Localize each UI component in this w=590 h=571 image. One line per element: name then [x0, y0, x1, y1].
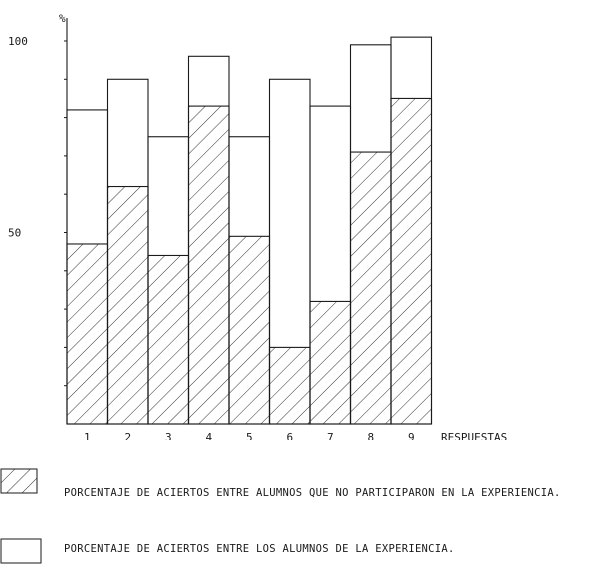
bar-hatched-5	[228, 235, 271, 425]
blank-swatch	[0, 538, 42, 564]
legend-item-blank: PORCENTAJE DE ACIERTOS ENTRE LOS ALUMNOS…	[0, 538, 590, 568]
x-tick-labels: 1 2 3 4 5 6 7 8 9	[84, 431, 415, 440]
y-ticks: 50 100	[8, 35, 67, 387]
x-tick-label-2: 2	[124, 431, 131, 440]
legend-label-blank: PORCENTAJE DE ACIERTOS ENTRE LOS ALUMNOS…	[64, 543, 455, 555]
y-unit-label: %	[59, 12, 66, 25]
x-tick-label-1: 1	[84, 431, 91, 440]
x-tick-label-9: 9	[408, 431, 415, 440]
bar-hatched-6	[268, 346, 311, 425]
legend-item-hatched: PORCENTAJE DE ACIERTOS ENTRE ALUMNOS QUE…	[0, 462, 590, 522]
bar-hatched-7	[309, 300, 352, 425]
x-axis-title: RESPUESTAS	[441, 431, 507, 440]
bar-hatched-8	[349, 151, 392, 425]
hatched-swatch	[0, 468, 38, 494]
bar-hatched-3	[147, 254, 190, 425]
bar-hatched-1	[66, 243, 109, 425]
y-tick-label-100: 100	[8, 35, 28, 48]
x-tick-label-4: 4	[205, 431, 212, 440]
y-tick-label-50: 50	[8, 226, 21, 239]
x-tick-label-6: 6	[286, 431, 293, 440]
x-tick-label-3: 3	[165, 431, 172, 440]
x-tick-label-5: 5	[246, 431, 253, 440]
x-tick-label-7: 7	[327, 431, 334, 440]
bar-hatched-2	[106, 185, 149, 425]
x-tick-label-8: 8	[367, 431, 374, 440]
bars-layer	[66, 36, 433, 425]
legend-label-hatched: PORCENTAJE DE ACIERTOS ENTRE ALUMNOS QUE…	[64, 487, 561, 499]
bar-chart: 50 100 % 1 2 3 4 5 6 7 8 9 RESPUESTAS	[8, 12, 507, 440]
bar-hatched-4	[187, 105, 230, 425]
bar-hatched-9	[390, 97, 433, 425]
